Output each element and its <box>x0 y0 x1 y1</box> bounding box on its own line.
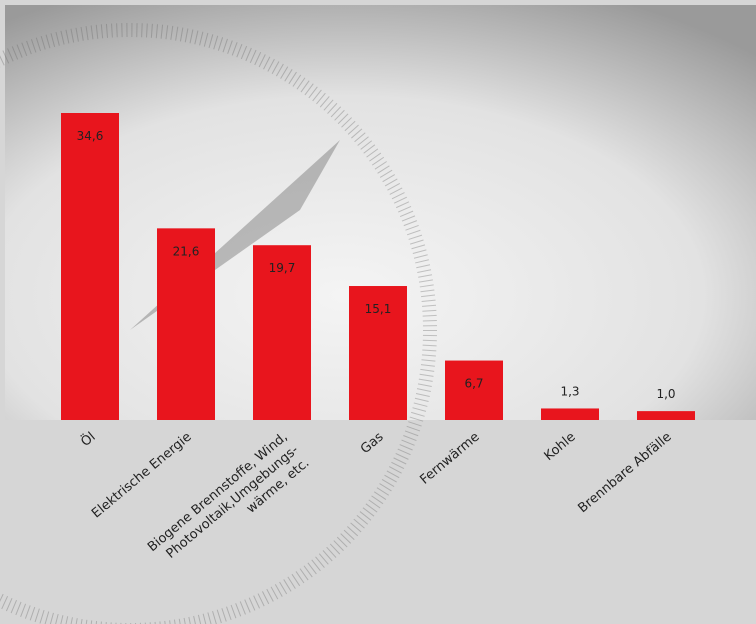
bar <box>253 245 311 420</box>
bar <box>61 113 119 420</box>
bar <box>349 286 407 420</box>
value-label: 34,6 <box>77 129 104 143</box>
value-label: 19,7 <box>269 261 296 275</box>
value-label: 15,1 <box>365 302 392 316</box>
bar <box>157 228 215 420</box>
bar <box>637 411 695 420</box>
value-label: 1,3 <box>560 384 579 398</box>
value-label: 21,6 <box>173 244 200 258</box>
bar <box>541 408 599 420</box>
value-label: 1,0 <box>656 387 675 401</box>
bar <box>445 360 503 420</box>
value-label: 6,7 <box>464 377 483 391</box>
